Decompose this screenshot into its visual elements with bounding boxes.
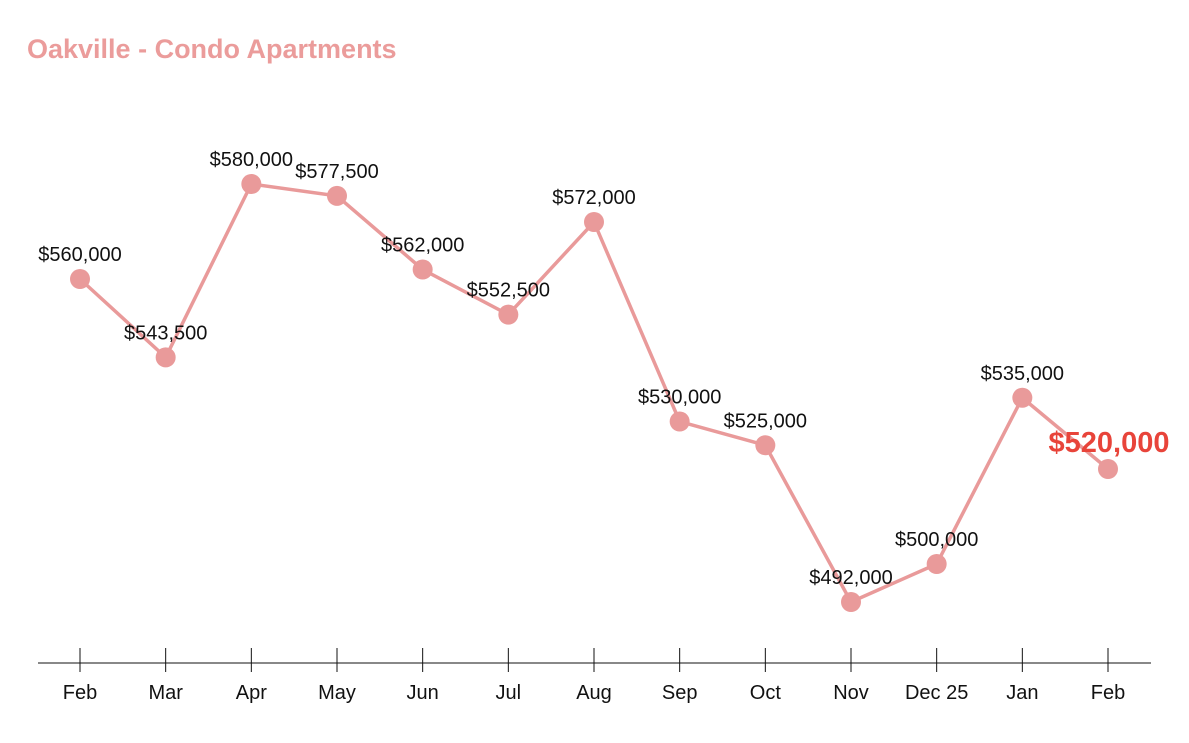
data-label: $577,500 — [295, 161, 378, 183]
data-point — [841, 592, 861, 612]
x-tick-label: Sep — [662, 682, 698, 704]
data-point — [1098, 459, 1118, 479]
data-label: $580,000 — [210, 149, 293, 171]
x-tick-label: Dec 25 — [905, 682, 968, 704]
data-point — [241, 174, 262, 194]
x-tick-label: Mar — [148, 682, 183, 704]
data-label: $543,500 — [124, 322, 207, 344]
x-tick-label: Feb — [1091, 682, 1125, 704]
x-tick-label: Oct — [750, 682, 782, 704]
x-tick-label: Jul — [496, 682, 522, 704]
data-label: $530,000 — [638, 387, 721, 409]
data-label: $500,000 — [895, 529, 978, 551]
x-tick-label: Feb — [63, 682, 97, 704]
chart-title: Oakville - Condo Apartments — [27, 34, 397, 64]
data-point — [327, 185, 347, 206]
x-tick-label: Nov — [833, 682, 869, 704]
data-point — [70, 269, 90, 289]
data-label: $552,500 — [467, 280, 550, 302]
highlight-data-label: $520,000 — [1049, 427, 1170, 459]
data-point — [155, 347, 176, 368]
x-tick-label: Apr — [236, 682, 267, 704]
data-point — [498, 304, 519, 325]
data-label: $560,000 — [38, 244, 121, 266]
data-point — [926, 554, 947, 574]
x-tick-label: Aug — [576, 682, 612, 704]
data-label: $492,000 — [809, 567, 892, 589]
data-label: $525,000 — [724, 410, 807, 432]
data-label: $572,000 — [552, 187, 635, 209]
data-point — [412, 259, 433, 280]
data-point — [1012, 387, 1033, 408]
x-tick-label: Jun — [407, 682, 439, 704]
data-point — [755, 435, 776, 456]
data-label: $562,000 — [381, 235, 464, 257]
data-label: $535,000 — [981, 363, 1064, 385]
data-point — [669, 411, 690, 432]
x-tick-label: May — [318, 682, 356, 704]
data-point — [584, 212, 604, 232]
x-tick-label: Jan — [1006, 682, 1038, 704]
